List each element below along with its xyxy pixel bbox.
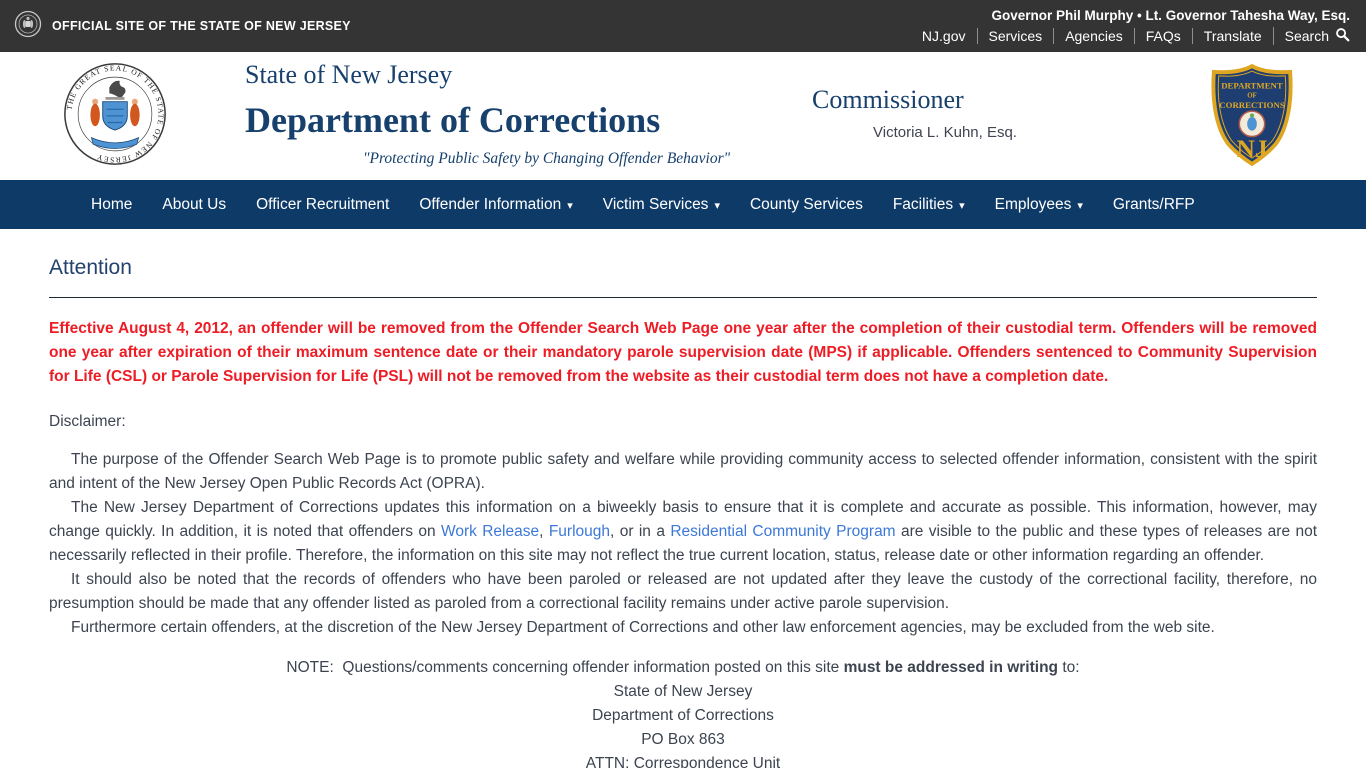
disclaimer-label: Disclaimer: bbox=[49, 413, 126, 430]
chevron-down-icon: ▾ bbox=[567, 200, 573, 212]
link-agencies[interactable]: Agencies bbox=[1053, 27, 1134, 44]
official-site-group: OFFICIAL SITE OF THE STATE OF NEW JERSEY bbox=[14, 10, 351, 43]
paragraph-updates: The New Jersey Department of Corrections… bbox=[49, 496, 1317, 568]
p2-seg1: The New Jersey Department of Corrections… bbox=[49, 499, 1317, 540]
furlough-link[interactable]: Furlough bbox=[548, 523, 610, 540]
residential-community-program-link[interactable]: Residential Community Program bbox=[670, 523, 896, 540]
address-line: State of New Jersey bbox=[613, 683, 753, 700]
nav-offender-information[interactable]: Offender Information ▾ bbox=[404, 180, 587, 229]
chevron-down-icon: ▾ bbox=[714, 200, 720, 212]
address-line: ATTN: Correspondence Unit bbox=[585, 755, 781, 768]
nav-home[interactable]: Home bbox=[76, 180, 147, 229]
note-line: NOTE: Questions/comments concerning offe… bbox=[49, 656, 1317, 680]
site-title-block: State of New Jersey Department of Correc… bbox=[245, 60, 730, 168]
p2-seg4: are visible to the public and these type… bbox=[49, 523, 1317, 564]
nav-victim-services-label: Victim Services bbox=[602, 195, 709, 213]
search-label: Search bbox=[1284, 27, 1329, 44]
paragraph-purpose: The purpose of the Offender Search Web P… bbox=[49, 451, 1317, 492]
main-content: Attention Effective August 4, 2012, an o… bbox=[0, 255, 1366, 768]
nav-county-services-label: County Services bbox=[749, 195, 863, 213]
doc-badge-logo: DEPARTMENT OF CORRECTIONS NJ bbox=[1208, 63, 1296, 168]
chevron-down-icon: ▾ bbox=[959, 200, 965, 212]
link-services[interactable]: Services bbox=[976, 27, 1054, 44]
department-title: Department of Corrections bbox=[245, 100, 661, 140]
link-njgov[interactable]: NJ.gov bbox=[921, 27, 966, 44]
main-navbar: Home About Us Officer Recruitment Offend… bbox=[0, 180, 1366, 229]
governor-line: Governor Phil Murphy • Lt. Governor Tahe… bbox=[991, 7, 1350, 23]
title-divider bbox=[49, 297, 1317, 298]
nav-about-us[interactable]: About Us bbox=[147, 180, 241, 229]
nav-facilities[interactable]: Facilities ▾ bbox=[878, 180, 980, 229]
nav-facilities-label: Facilities bbox=[892, 195, 954, 213]
svg-text:CORRECTIONS: CORRECTIONS bbox=[1219, 100, 1285, 110]
top-utility-bar: OFFICIAL SITE OF THE STATE OF NEW JERSEY… bbox=[0, 0, 1366, 52]
paragraph-exclusions: Furthermore certain offenders, at the di… bbox=[71, 619, 1215, 636]
nav-officer-recruitment[interactable]: Officer Recruitment bbox=[241, 180, 404, 229]
svg-text:NJ: NJ bbox=[1236, 135, 1267, 163]
search-button[interactable]: Search bbox=[1272, 26, 1350, 45]
commissioner-block: Commissioner Victoria L. Kuhn, Esq. bbox=[812, 85, 1017, 141]
nav-grants-rfp-label: Grants/RFP bbox=[1112, 195, 1195, 213]
page-title: Attention bbox=[49, 256, 132, 279]
topbar-right-group: Governor Phil Murphy • Lt. Governor Tahe… bbox=[911, 8, 1350, 45]
chevron-down-icon: ▾ bbox=[1077, 200, 1083, 212]
site-header: THE GREAT SEAL OF THE STATE OF NEW JERSE… bbox=[0, 52, 1366, 180]
note-post: to: bbox=[1058, 659, 1080, 676]
removal-notice: Effective August 4, 2012, an offender wi… bbox=[49, 320, 1317, 385]
p2-seg3: , or in a bbox=[610, 523, 671, 540]
disclaimer-paragraphs: The purpose of the Offender Search Web P… bbox=[49, 448, 1317, 640]
work-release-link[interactable]: Work Release bbox=[440, 523, 540, 540]
commissioner-name: Victoria L. Kuhn, Esq. bbox=[873, 124, 1017, 141]
nav-about-us-label: About Us bbox=[162, 195, 227, 213]
link-faqs[interactable]: FAQs bbox=[1133, 27, 1192, 44]
nav-home-label: Home bbox=[91, 195, 133, 213]
note-bold: must be addressed in writing bbox=[843, 659, 1059, 676]
nav-officer-recruitment-label: Officer Recruitment bbox=[256, 195, 390, 213]
nav-county-services[interactable]: County Services bbox=[735, 180, 878, 229]
p2-seg2: , bbox=[539, 523, 549, 540]
paragraph-parole-records: It should also be noted that the records… bbox=[49, 571, 1317, 612]
nav-offender-information-label: Offender Information bbox=[419, 195, 562, 213]
state-title: State of New Jersey bbox=[245, 60, 453, 89]
link-translate[interactable]: Translate bbox=[1191, 27, 1273, 44]
nav-grants-rfp[interactable]: Grants/RFP bbox=[1098, 180, 1210, 229]
nav-employees-label: Employees bbox=[994, 195, 1072, 213]
official-site-text: OFFICIAL SITE OF THE STATE OF NEW JERSEY bbox=[52, 19, 351, 33]
nav-victim-services[interactable]: Victim Services ▾ bbox=[588, 180, 735, 229]
tagline: "Protecting Public Safety by Changing Of… bbox=[363, 150, 731, 167]
note-block: NOTE: Questions/comments concerning offe… bbox=[49, 656, 1317, 768]
search-icon bbox=[1335, 27, 1350, 45]
svg-text:DEPARTMENT: DEPARTMENT bbox=[1221, 81, 1283, 91]
commissioner-title: Commissioner bbox=[812, 85, 964, 114]
nj-state-seal-mini-icon bbox=[14, 10, 42, 43]
quick-links: NJ.gov Services Agencies FAQs Translate … bbox=[911, 26, 1350, 45]
address-line: Department of Corrections bbox=[592, 707, 774, 724]
nav-employees[interactable]: Employees ▾ bbox=[980, 180, 1098, 229]
note-pre: NOTE: Questions/comments concerning offe… bbox=[286, 659, 844, 676]
nj-state-seal-logo[interactable]: THE GREAT SEAL OF THE STATE OF NEW JERSE… bbox=[63, 62, 167, 166]
svg-text:OF: OF bbox=[1247, 92, 1256, 99]
address-line: PO Box 863 bbox=[641, 731, 725, 748]
